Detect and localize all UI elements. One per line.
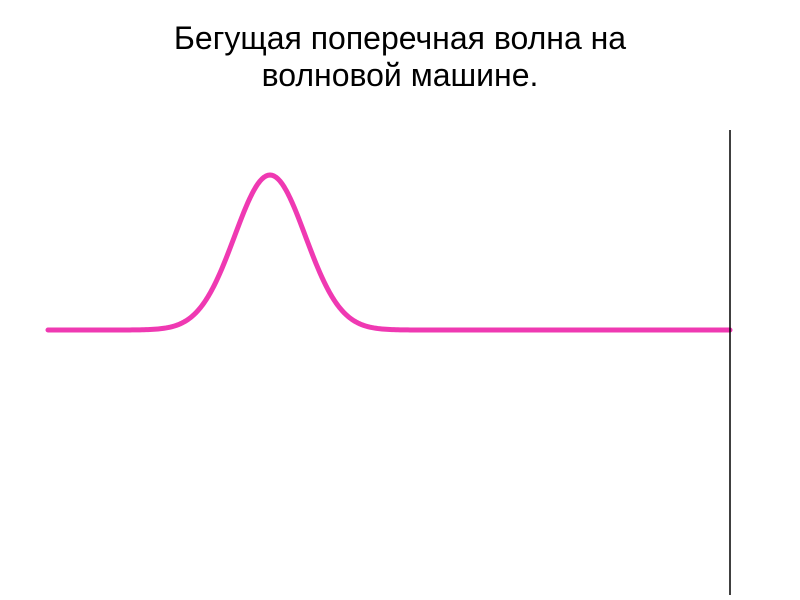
wave-diagram — [0, 0, 800, 600]
wave-pulse-line — [48, 175, 730, 330]
